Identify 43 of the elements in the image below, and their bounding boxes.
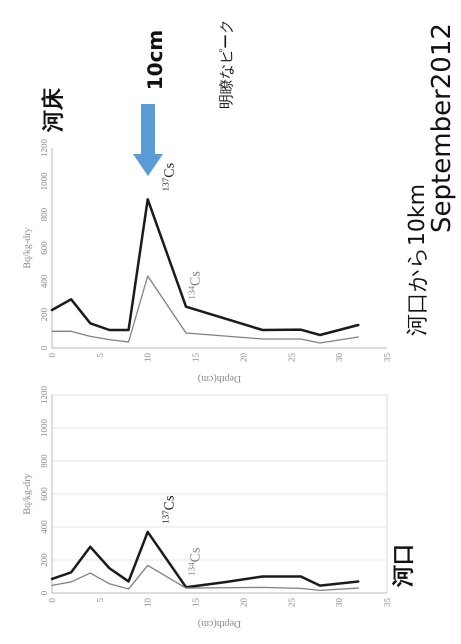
text: 河口から10km: [405, 184, 430, 336]
x-tick-label: 0: [47, 352, 57, 358]
x-tick-label: 10: [142, 352, 153, 362]
x-tick-label: 20: [238, 352, 248, 362]
chart-title: 河床: [40, 87, 66, 133]
y-tick-label: 1000: [39, 172, 49, 190]
x-tick-label: 30: [334, 352, 344, 362]
y-axis-title: Bq/kg-dry: [22, 473, 33, 515]
y-tick-label: 800: [39, 207, 49, 222]
x-tick-label: 30: [334, 598, 344, 607]
x-tick-label: 0: [47, 598, 57, 602]
line-series: [50, 530, 360, 588]
y-tick-label: 0: [39, 590, 49, 596]
x-tick-label: 25: [286, 352, 296, 362]
y-tick-label: 600: [39, 486, 49, 501]
text: 明瞭なピーク: [217, 19, 235, 109]
y-tick-label: 1200: [39, 138, 49, 157]
x-tick-label: 25: [286, 598, 296, 607]
y-tick-label: 400: [39, 274, 49, 288]
x-tick-label: 15: [190, 598, 201, 607]
text: 10cm: [143, 30, 167, 90]
x-axis-title: Depth(cm): [198, 373, 242, 384]
x-tick-label: 35: [382, 598, 392, 607]
x-tick-label: 35: [382, 352, 392, 362]
y-tick-label: 800: [39, 454, 49, 468]
text: September2012: [427, 23, 457, 233]
y-tick-label: 400: [39, 520, 49, 534]
x-axis-title: Depth(cm): [198, 618, 242, 629]
y-tick-label: 200: [39, 307, 49, 322]
x-tick-label: 5: [94, 352, 105, 358]
y-tick-label: 600: [39, 240, 49, 255]
y-tick-label: 1000: [39, 418, 49, 437]
y-tick-label: 200: [39, 552, 49, 567]
x-tick-label: 5: [94, 598, 105, 602]
y-axis-title: Bq/kg-dry: [22, 227, 33, 269]
line-series: [51, 564, 359, 592]
y-tick-label: 0: [39, 345, 49, 350]
line-series: [50, 198, 360, 336]
x-tick-label: 15: [190, 352, 201, 362]
text: 河口: [391, 543, 416, 588]
y-tick-label: 1200: [39, 386, 49, 404]
x-tick-label: 10: [142, 598, 153, 607]
x-tick-label: 20: [238, 598, 248, 607]
